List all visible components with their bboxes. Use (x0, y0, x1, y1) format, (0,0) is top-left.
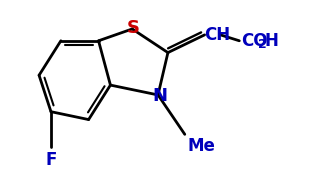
Text: F: F (45, 151, 57, 169)
Text: Me: Me (188, 137, 216, 155)
Text: N: N (152, 87, 167, 105)
Text: S: S (127, 19, 140, 37)
Text: CH: CH (204, 26, 231, 44)
Text: H: H (264, 32, 278, 50)
Text: CO: CO (241, 32, 268, 50)
Text: 2: 2 (258, 38, 267, 51)
